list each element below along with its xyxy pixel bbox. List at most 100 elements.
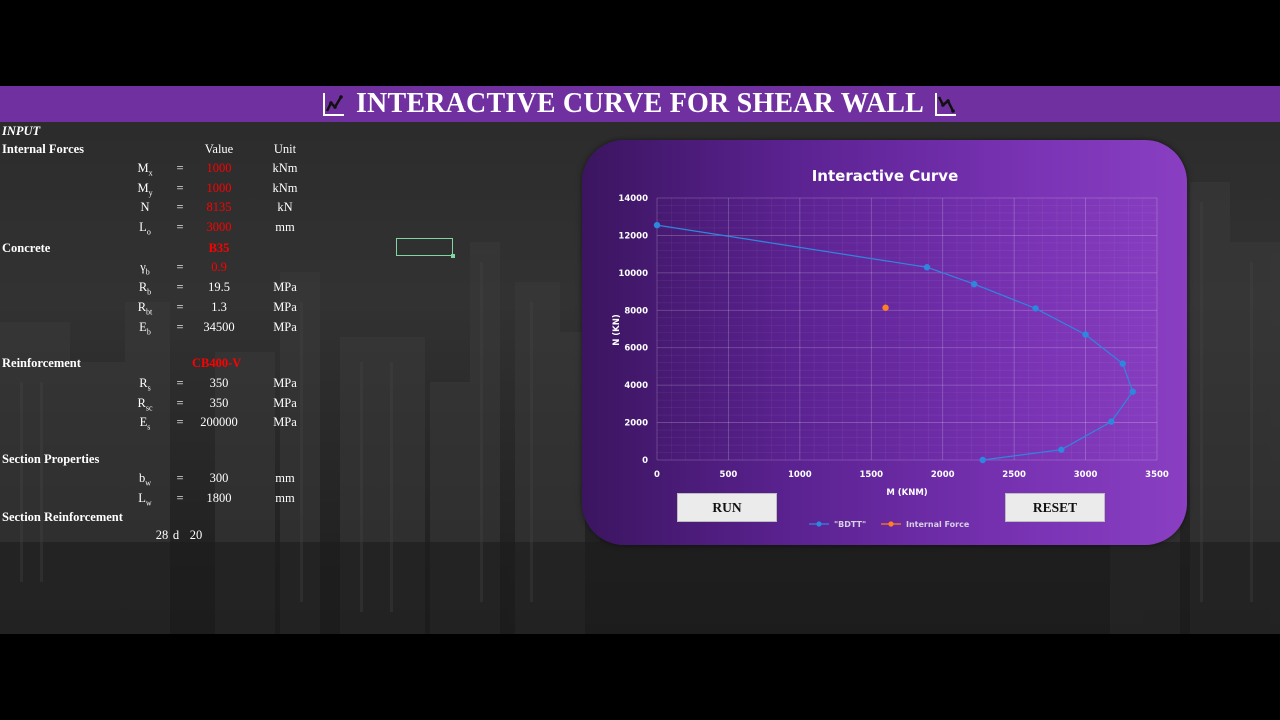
- equals-sign: =: [176, 300, 184, 314]
- rb-value: 19.5: [208, 280, 230, 294]
- n-symbol: N: [140, 200, 150, 214]
- data-point-0: [970, 280, 978, 288]
- bw-value: 300: [209, 471, 229, 485]
- x-tick-label: 1000: [788, 470, 812, 480]
- x-tick-label: 500: [720, 470, 738, 480]
- my-value-cell[interactable]: 1000: [206, 181, 232, 195]
- lo-symbol: Lo: [139, 220, 151, 237]
- letterbox-bottom: [0, 634, 1280, 720]
- concrete-heading: Concrete: [2, 241, 51, 255]
- rb-unit: MPa: [273, 280, 297, 294]
- rs-unit: MPa: [273, 376, 297, 390]
- eb-symbol: Eb: [139, 320, 151, 337]
- equals-sign: =: [176, 181, 184, 195]
- legend-bdtt-label: "BDTT": [834, 520, 866, 529]
- rbt-unit: MPa: [273, 300, 297, 314]
- x-axis-label: M (KNM): [886, 488, 927, 498]
- equals-sign: =: [176, 260, 184, 274]
- rbt-symbol: Rbt: [137, 300, 153, 317]
- input-heading: INPUT: [2, 124, 41, 138]
- x-tick-label: 2500: [1002, 470, 1026, 480]
- eb-unit: MPa: [273, 320, 297, 334]
- bw-symbol: bw: [138, 471, 152, 488]
- series-line-0: [656, 224, 1134, 461]
- equals-sign: =: [176, 280, 184, 294]
- mx-unit: kNm: [272, 161, 298, 175]
- y-tick-label: 8000: [624, 306, 648, 316]
- y-tick-label: 4000: [624, 381, 648, 391]
- reinforcement-heading: Reinforcement: [2, 356, 81, 370]
- line-chart-down-icon: [935, 93, 957, 116]
- n-value-cell[interactable]: 8135: [206, 200, 232, 214]
- chart-panel: Interactive Curve 0 2000 4000 6000 8000 10000…: [582, 140, 1187, 545]
- my-unit: kNm: [272, 181, 298, 195]
- rsc-value: 350: [209, 396, 229, 410]
- legend-internal-marker: [888, 521, 894, 527]
- y-tick-label: 14000: [618, 194, 648, 204]
- bar-count: 28: [155, 528, 169, 542]
- y-tick-label: 12000: [618, 231, 648, 241]
- page-title: INTERACTIVE CURVE FOR SHEAR WALL: [355, 88, 925, 119]
- internal-forces-heading: Internal Forces: [2, 142, 85, 156]
- interactive-curve-chart: Interactive Curve 0200040006000800010000…: [612, 167, 1169, 529]
- run-button[interactable]: RUN: [677, 493, 777, 522]
- y-tick-label: 2000: [624, 419, 648, 429]
- gamma-b-value-cell[interactable]: 0.9: [211, 260, 227, 274]
- chart-title: Interactive Curve: [812, 167, 959, 185]
- y-tick-label: 6000: [624, 344, 648, 354]
- lo-value-cell[interactable]: 3000: [206, 220, 232, 234]
- chart-legend: "BDTT" Internal Force: [809, 520, 970, 529]
- lw-symbol: Lw: [138, 491, 152, 508]
- data-point-0: [1119, 360, 1126, 367]
- equals-sign: =: [176, 396, 184, 410]
- section-properties-heading: Section Properties: [2, 452, 100, 466]
- equals-sign: =: [176, 376, 184, 390]
- data-point-0: [1032, 305, 1039, 312]
- y-tick-label: 10000: [618, 269, 648, 279]
- rs-symbol: Rs: [139, 376, 151, 393]
- y-axis-ticks: 0 2000 4000 6000 8000 10000 12000 14000: [618, 194, 648, 466]
- data-point-0: [1058, 446, 1065, 453]
- lw-unit: mm: [275, 491, 295, 505]
- reset-button[interactable]: RESET: [1005, 493, 1105, 522]
- data-point-0: [923, 264, 931, 271]
- es-value: 200000: [200, 415, 238, 429]
- section-reinforcement-heading: Section Reinforcement: [2, 510, 123, 524]
- equals-sign: =: [176, 320, 184, 334]
- data-point-0: [1129, 388, 1136, 395]
- lo-unit: mm: [275, 220, 295, 234]
- concrete-grade-cell[interactable]: B35: [208, 241, 230, 255]
- steel-grade-cell[interactable]: CB400-V: [192, 356, 242, 370]
- gamma-b-symbol: γb: [140, 260, 150, 277]
- y-tick-label: 0: [642, 456, 648, 466]
- x-tick-label: 2000: [931, 470, 955, 480]
- equals-sign: =: [176, 200, 184, 214]
- x-tick-label: 1500: [859, 470, 883, 480]
- city-background: [0, 182, 1280, 634]
- equals-sign: =: [176, 415, 184, 429]
- x-tick-label: 0: [654, 470, 660, 480]
- legend-internal-label: Internal Force: [906, 520, 970, 529]
- x-tick-label: 3500: [1145, 470, 1169, 480]
- my-symbol: My: [137, 181, 153, 198]
- rsc-symbol: Rsc: [137, 396, 153, 413]
- es-symbol: Es: [139, 415, 151, 432]
- equals-sign: =: [176, 471, 184, 485]
- data-point-0: [979, 456, 986, 464]
- equals-sign: =: [176, 220, 184, 234]
- legend-bdtt-marker: [816, 521, 822, 527]
- bw-unit: mm: [275, 471, 295, 485]
- eb-value: 34500: [203, 320, 235, 334]
- rb-symbol: Rb: [138, 280, 152, 297]
- data-point-0: [1108, 418, 1115, 425]
- chart-series: [653, 221, 1136, 464]
- selected-cell[interactable]: [396, 238, 455, 258]
- rs-value: 350: [209, 376, 229, 390]
- mx-value-cell[interactable]: 1000: [206, 161, 232, 175]
- bar-symbol: d: [172, 528, 180, 542]
- equals-sign: =: [176, 161, 184, 175]
- value-column-header: Value: [204, 142, 234, 156]
- line-chart-icon: [322, 93, 344, 116]
- n-unit: kN: [277, 200, 293, 214]
- equals-sign: =: [176, 491, 184, 505]
